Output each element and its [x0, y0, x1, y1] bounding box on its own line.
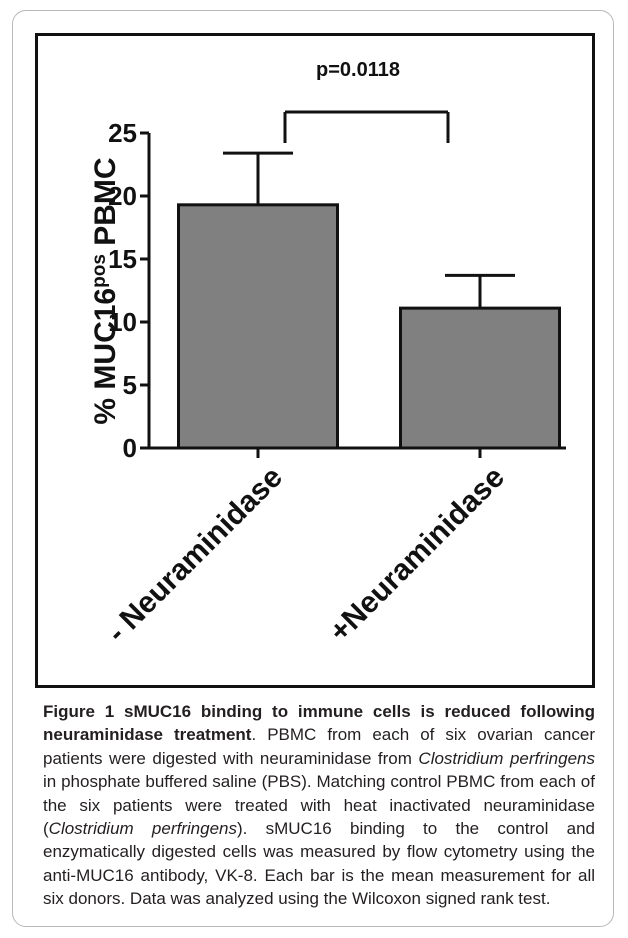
figure-caption: Figure 1 sMUC16 binding to immune cells … [43, 700, 595, 911]
caption-text-2: in phosphate buffered saline (PBS). Matc… [43, 772, 595, 839]
y-tick-label-0: 0 [123, 433, 137, 463]
caption-text-3: ). sMUC16 binding to the control and enz… [43, 819, 595, 909]
figure-card: 0 5 10 15 20 25 - Neuraminidase +Neuraminidase%… [12, 10, 614, 927]
x-tick-label-2: +Neuraminidase [323, 461, 511, 649]
y-tick-label-15: 15 [108, 244, 137, 274]
caption-text-1: . PBMC from each of six ovarian cancer p… [43, 725, 595, 768]
y-tick-label-20: 20 [108, 181, 137, 211]
caption-species-1: Clostridium perfringens [418, 748, 595, 768]
y-tick-label-25: 25 [108, 118, 137, 148]
bar-1 [177, 203, 339, 450]
y-axis-label-main: % MUC16 [89, 288, 122, 425]
p-value-annotation: p=0.0118 [316, 59, 400, 81]
y-axis-label-superscript: pos [89, 254, 110, 288]
chart-root: 0 5 10 15 20 25 - Neuraminidase +Neuraminidase%… [89, 59, 566, 649]
caption-paragraph: Figure 1 sMUC16 binding to immune cells … [43, 700, 595, 911]
y-axis-label-suffix: PBMC [89, 157, 122, 254]
caption-species-2: Clostridium perfringens [48, 819, 237, 839]
caption-title: Figure 1 sMUC16 binding to immune cells … [43, 702, 595, 745]
bar-2 [399, 306, 561, 450]
bar-chart: 0 5 10 15 20 25 - Neuraminidase +Neuraminidase%… [89, 59, 566, 649]
y-tick-label-10: 10 [108, 307, 137, 337]
chart-frame: 0 5 10 15 20 25 - Neuraminidase +Neuraminidase%… [35, 33, 595, 688]
y-tick-label-5: 5 [123, 370, 137, 400]
x-tick-label-1: - Neuraminidase [101, 461, 289, 649]
y-axis-label: % MUC16pos PBMC [89, 157, 123, 424]
